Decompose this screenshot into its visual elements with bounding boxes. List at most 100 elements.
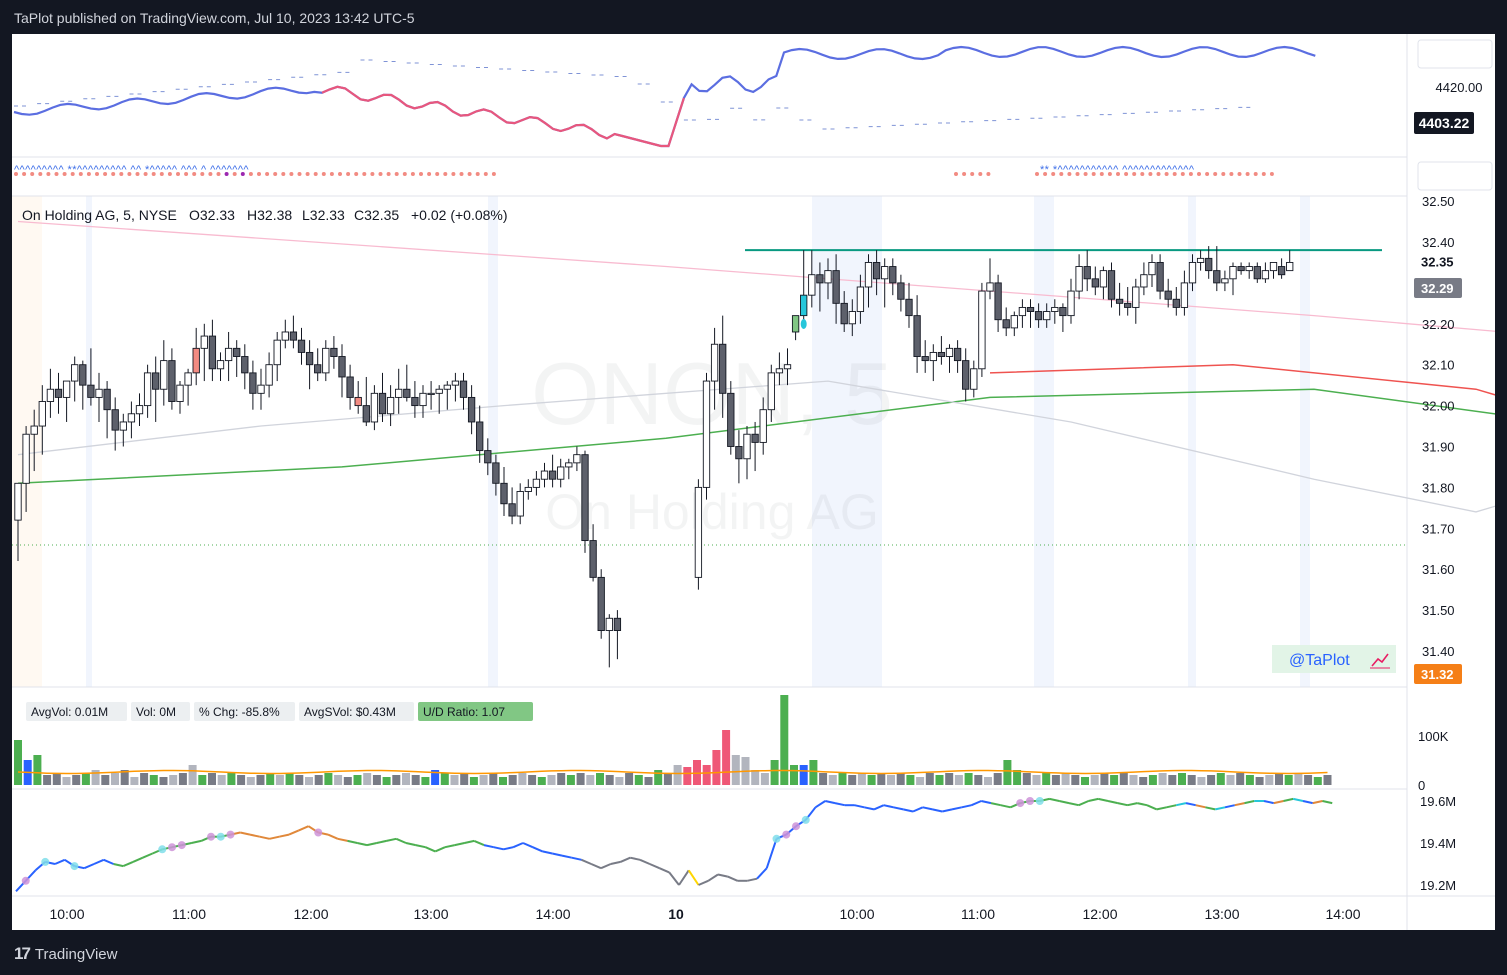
chart-canvas[interactable]: 4420.00 4403.22 ^^^^^^^^^ **^^^^^^^^^ ^^… [12,34,1507,930]
volume-bar [1090,775,1099,785]
marker-dot [143,172,148,176]
obv-marker [168,843,176,852]
volume-bar [343,777,352,785]
volume-bar [974,775,983,785]
obv-segment [249,833,260,838]
volume-bar [654,770,663,785]
candle [119,413,127,447]
legend-open-label: O [189,207,200,223]
obv-segment [600,863,612,870]
volume-tick-label: 0 [1418,778,1425,793]
candle [1067,278,1075,324]
marker-dot [224,172,229,176]
obv-segment [337,837,348,842]
obv-segment [405,842,416,847]
marker-dot [232,172,237,176]
obv-segment [747,877,758,882]
volume-bar [421,777,430,785]
volume-bar [460,773,469,785]
price-pane: ONON, 5 ONON, 5 On Holding AG 32.5032.40… [12,194,1507,684]
candle [241,344,249,390]
obv-segment [620,856,631,863]
obv-segment [1049,797,1060,802]
candle [775,352,784,386]
candle [1107,262,1116,308]
price-tick-label: 32.20 [1422,317,1455,332]
obv-marker [158,845,167,854]
volume-bar [1051,775,1060,785]
marker-dot [151,172,156,176]
obv-segment [873,804,885,811]
candle [605,614,613,668]
obv-marker [801,815,810,824]
volume-bar [363,773,372,785]
candle [419,385,427,418]
obv-segment [1068,802,1079,807]
candle [297,327,306,365]
volume-bar [130,777,139,785]
obv-segment [366,842,377,847]
candle [378,372,387,422]
marker-dot [111,172,116,176]
obv-segment [765,838,778,869]
candle [176,381,184,414]
candle [346,364,354,410]
price-badge-label: 32.35 [1421,254,1454,269]
obv-line [15,797,1333,892]
candle [386,385,395,427]
volume-bar [178,773,187,785]
time-tick-label: 14:00 [1325,906,1360,922]
obv-segment [942,808,953,813]
marker-dot [1269,172,1274,176]
marker-dot [962,172,967,176]
volume-bar [62,777,71,785]
obv-segment [1000,804,1011,809]
marker-dot [95,172,99,176]
obv-segment [639,858,651,865]
obv-tick-label: 19.2M [1420,878,1456,893]
volume-bar [392,775,401,785]
volume-bar [1003,760,1012,785]
candle [937,336,946,365]
volume-bar [780,695,789,785]
obv-segment [1098,797,1109,802]
volume-bar [1294,773,1303,785]
candle [945,344,954,373]
candle [970,360,978,398]
obv-segment [288,829,300,836]
candle [848,299,856,337]
candle [127,401,136,439]
volume-stat-label: Vol: 0M [136,705,176,719]
marker-dot [38,172,43,176]
candle [613,610,622,660]
marker-dot [273,172,278,176]
volume-bar [634,775,643,785]
legend-open-value: 32.33 [200,207,235,223]
candle [46,368,55,418]
marker-dot [1164,172,1169,176]
candle [79,360,87,410]
candle [743,426,751,480]
volume-bar [508,775,517,785]
marker-dot [346,172,351,176]
volume-bar [867,775,876,785]
volume-bar [1022,773,1031,785]
time-tick-label: 11:00 [961,906,995,922]
volume-bar [751,770,760,785]
obv-segment [425,846,436,853]
volume-bar [285,773,294,785]
marker-dot [1245,172,1250,176]
candle [727,381,735,455]
marker-dot [70,172,75,176]
candle [913,295,921,373]
volume-bar [208,773,216,785]
obv-marker [226,830,235,839]
marker-dot [135,172,140,176]
marker-dot [14,172,18,176]
marker-dot [1035,172,1039,176]
candle [719,315,727,418]
marker-dot [78,172,83,176]
candle [143,364,152,418]
session-band [488,196,498,687]
watermark-name: On Holding AG [545,484,879,540]
